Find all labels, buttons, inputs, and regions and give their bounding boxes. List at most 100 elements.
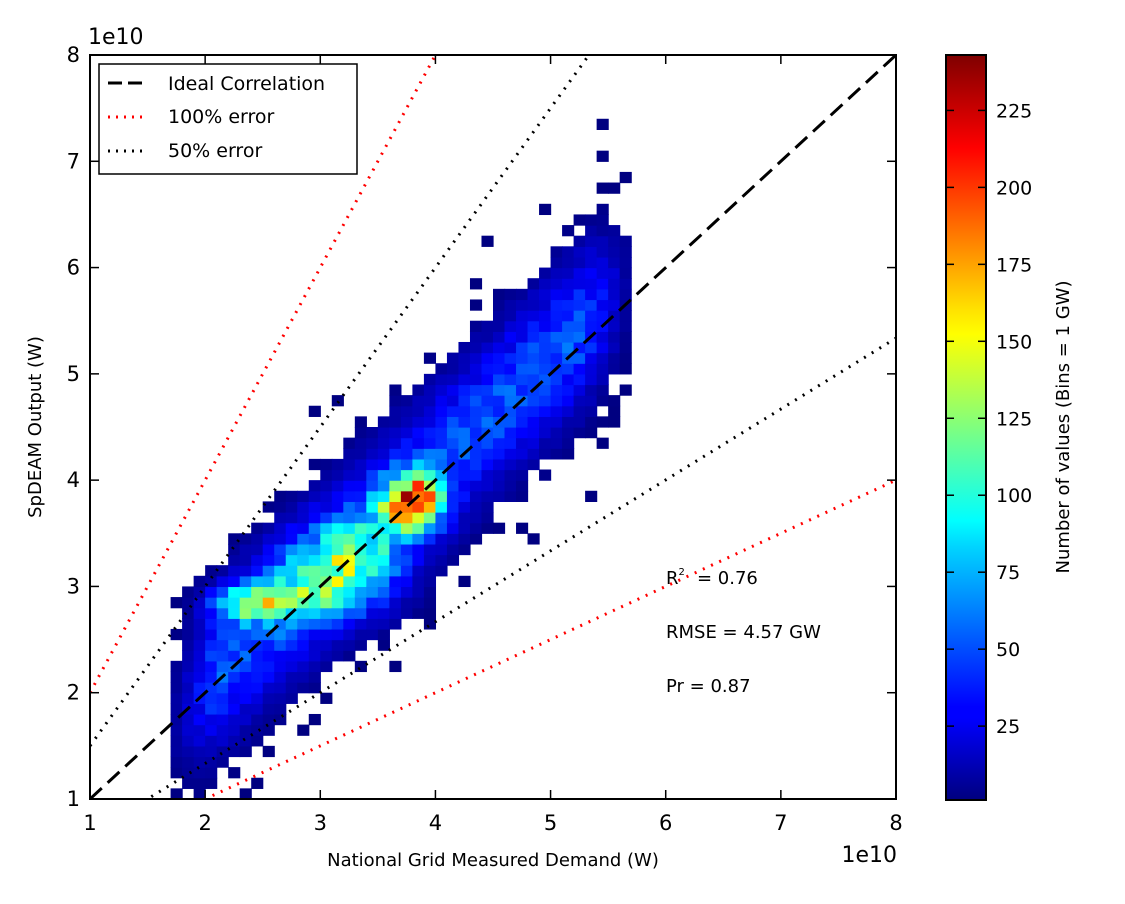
heatmap-bin	[205, 575, 218, 588]
heatmap-bin	[619, 235, 632, 247]
heatmap-bin	[412, 384, 425, 396]
heatmap-bin	[274, 586, 287, 598]
heatmap-bin	[320, 565, 333, 577]
heatmap-bin	[343, 458, 356, 471]
heatmap-bin	[446, 554, 460, 566]
heatmap-bin	[504, 437, 517, 449]
heatmap-bin	[527, 331, 540, 343]
heatmap-bin	[377, 512, 390, 524]
heatmap-bin	[239, 682, 252, 694]
heatmap-bin	[377, 543, 390, 556]
heatmap-bin	[182, 735, 195, 747]
heatmap-bin	[469, 448, 483, 460]
heatmap-bin	[366, 448, 379, 460]
heatmap-bin	[389, 597, 402, 609]
heatmap-bin	[389, 480, 402, 492]
heatmap-bin	[493, 384, 506, 396]
heatmap-bin	[251, 703, 264, 715]
heatmap-bin	[274, 660, 287, 673]
heatmap-bin	[493, 427, 506, 439]
heatmap-bin	[435, 565, 448, 577]
heatmap-bin	[389, 416, 402, 428]
heatmap-bin	[400, 512, 413, 524]
heatmap-bin	[562, 246, 575, 258]
x-axis-ticks: 1 2 3 4 5 6 7 8	[83, 55, 903, 835]
heatmap-bin	[504, 416, 517, 428]
heatmap-bin	[389, 522, 402, 534]
heatmap-bin	[193, 586, 206, 598]
heatmap-bin	[573, 299, 586, 311]
heatmap-bin	[412, 458, 425, 471]
heatmap-bin	[516, 373, 529, 386]
heatmap-bin	[573, 278, 586, 290]
heatmap-bin	[516, 299, 529, 311]
heatmap-bin	[539, 437, 552, 449]
heatmap-bin	[193, 745, 206, 758]
heatmap-bin	[251, 618, 264, 630]
x-tick-label: 3	[314, 811, 327, 835]
heatmap-bin	[343, 565, 356, 577]
heatmap-bin	[619, 352, 632, 364]
heatmap-bin	[596, 310, 609, 322]
heatmap-bin	[446, 448, 460, 460]
heatmap-bin	[423, 512, 437, 524]
heatmap-bin	[389, 607, 402, 619]
heatmap-bin	[516, 437, 529, 449]
heatmap-bin	[585, 416, 598, 428]
heatmap-bin	[516, 427, 529, 439]
heatmap-bin	[458, 458, 471, 471]
heatmap-bin	[205, 756, 218, 768]
heatmap-bin	[228, 586, 241, 598]
heatmap-bin	[274, 618, 287, 630]
heatmap-bin	[400, 448, 413, 460]
heatmap-bin	[182, 682, 195, 694]
heatmap-bin	[539, 341, 552, 354]
heatmap-bin	[389, 384, 402, 396]
heatmap-bin	[504, 405, 517, 417]
heatmap-bin	[550, 256, 563, 269]
heatmap-bin	[366, 427, 379, 439]
heatmap-bin	[182, 745, 195, 758]
heatmap-bin	[193, 597, 206, 609]
heatmap-bin	[562, 416, 575, 428]
heatmap-bin	[228, 607, 241, 619]
heatmap-bin	[251, 777, 264, 789]
heatmap-bin	[481, 469, 494, 481]
y-tick-label: 8	[67, 43, 80, 67]
heatmap-bin	[193, 682, 206, 694]
heatmap-bin	[285, 543, 298, 556]
heatmap-bin	[331, 650, 344, 662]
heatmap-bin	[193, 650, 206, 662]
heatmap-bin	[516, 384, 529, 396]
heatmap-bin	[446, 522, 460, 534]
x-offset-label: 1e10	[841, 843, 897, 868]
heatmap-bin	[585, 288, 598, 301]
heatmap-bin	[193, 724, 206, 736]
heatmap-bin	[585, 320, 598, 332]
heatmap-bin	[170, 713, 183, 726]
heatmap-bin	[516, 363, 529, 375]
heatmap-bin	[205, 745, 218, 758]
heatmap-bin	[469, 501, 483, 513]
heatmap-bin	[539, 299, 552, 311]
heatmap-bin	[608, 310, 621, 322]
heatmap-bin	[412, 469, 425, 481]
heatmap-bin	[366, 490, 379, 502]
y-axis-label: SpDEAM Output (W)	[25, 336, 46, 518]
heatmap-bin	[516, 288, 529, 301]
heatmap-bin	[308, 597, 321, 609]
heatmap-bin	[320, 554, 333, 566]
heatmap-bin	[423, 458, 437, 471]
heatmap-bin	[446, 469, 460, 481]
heatmap-bin	[228, 713, 241, 726]
heatmap-bin	[228, 682, 241, 694]
heatmap-bin	[170, 660, 183, 673]
heatmap-bin	[228, 745, 241, 758]
heatmap-bin	[354, 469, 367, 481]
heatmap-bin	[331, 522, 344, 534]
heatmap-bin	[216, 756, 229, 768]
heatmap-bin	[331, 543, 344, 556]
heatmap-bin	[585, 267, 598, 279]
heatmap-bin	[493, 352, 506, 364]
